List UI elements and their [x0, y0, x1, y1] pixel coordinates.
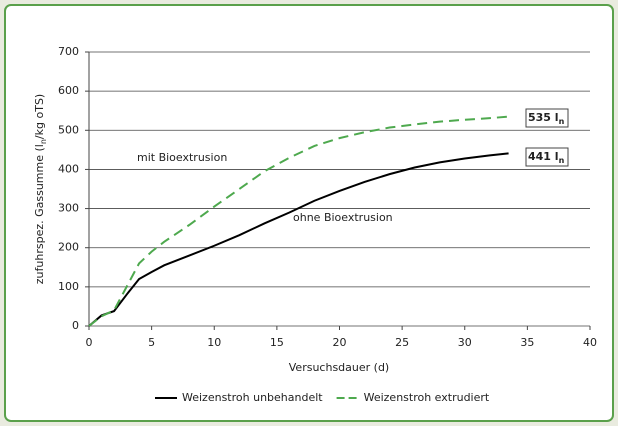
- annotation-text: mit Bioextrusion: [137, 151, 227, 164]
- y-tick-label: 700: [58, 45, 79, 58]
- x-tick-label: 40: [583, 336, 597, 349]
- x-tick-label: 25: [395, 336, 409, 349]
- y-tick-label: 300: [58, 202, 79, 215]
- y-tick-label: 400: [58, 162, 79, 175]
- y-tick-label: 500: [58, 123, 79, 136]
- label-box: [525, 147, 569, 167]
- y-label-part: /kg oTS): [33, 94, 46, 139]
- annotation-text: ohne Bioextrusion: [293, 211, 393, 224]
- annotation: 441 ln: [528, 150, 565, 165]
- annotation-text: 535 l: [528, 111, 559, 124]
- x-tick-label: 20: [333, 336, 347, 349]
- x-tick-label: 10: [207, 336, 221, 349]
- y-tick-label: 100: [58, 280, 79, 293]
- legend-label: Weizenstroh unbehandelt: [182, 391, 323, 404]
- y-axis-label: zufuhrspez. Gassumme (ln/kg oTS): [33, 94, 48, 284]
- annotation: ohne Bioextrusion: [293, 211, 393, 224]
- annotation-sub: n: [559, 156, 565, 165]
- x-tick-label: 5: [148, 336, 155, 349]
- x-tick-label: 35: [520, 336, 534, 349]
- y-tick-label: 200: [58, 241, 79, 254]
- annotation-text: 441 l: [528, 150, 559, 163]
- annotation: mit Bioextrusion: [137, 151, 227, 164]
- annotation: 535 ln: [528, 111, 565, 126]
- y-label-sub: n: [39, 139, 48, 144]
- series-line: [88, 152, 509, 327]
- x-tick-label: 0: [86, 336, 93, 349]
- x-tick-label: 30: [458, 336, 472, 349]
- label-box: [525, 108, 569, 128]
- x-axis-label: Versuchsdauer (d): [289, 361, 389, 374]
- annotation-sub: n: [559, 117, 565, 126]
- series-line: [88, 115, 509, 327]
- y-label-part: zufuhrspez. Gassumme (l: [33, 144, 46, 284]
- panel: [4, 4, 614, 422]
- y-tick-label: 600: [58, 84, 79, 97]
- legend-label: Weizenstroh extrudiert: [364, 391, 490, 404]
- y-tick-label: 0: [72, 319, 79, 332]
- x-tick-label: 15: [270, 336, 284, 349]
